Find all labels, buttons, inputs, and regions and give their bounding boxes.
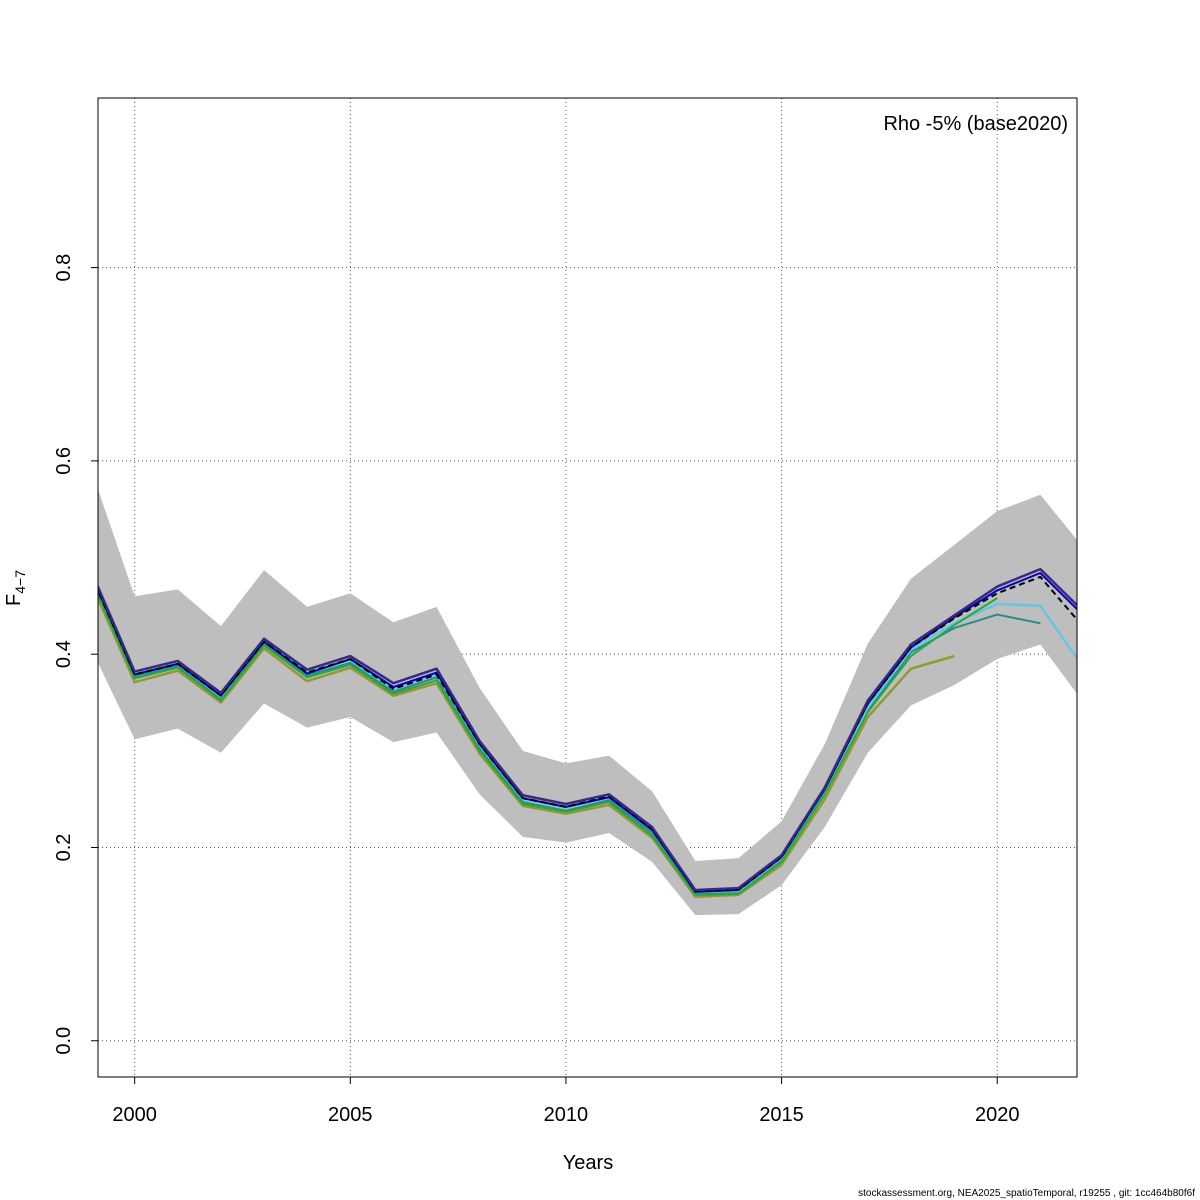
y-tick-label: 0.4 [53,640,75,668]
series-layer [98,567,1077,899]
x-tick-label: 2010 [544,1104,589,1126]
y-axis-title-main: F [3,594,25,606]
x-tick-label: 2015 [759,1104,804,1126]
y-axis: 0.0 0.2 0.4 0.6 0.8 [53,254,98,1055]
x-tick-label: 2005 [328,1104,373,1126]
y-tick-label: 0.2 [53,834,75,862]
y-axis-title: F4−7 [3,570,28,606]
series-line-4 [98,592,998,896]
footer-credit: stockassessment.org, NEA2025_spatioTempo… [858,1188,1195,1199]
y-tick-label: 0.6 [53,447,75,475]
y-tick-label: 0.8 [53,254,75,282]
series-line-6 [98,575,1077,892]
plot-frame [97,97,1078,1078]
x-axis: 2000 2005 2010 2015 2020 [112,1077,1019,1126]
x-axis-title: Years [563,1152,613,1174]
series-line-2 [98,595,955,899]
confidence-band-layer [98,489,1077,916]
y-axis-title-sub: 4−7 [12,570,28,594]
y-tick-label: 0.0 [53,1027,75,1055]
annotation-label: Rho -5% (base2020) [883,113,1068,135]
svg-text:F4−7: F4−7 [3,570,28,606]
series-line-7 [98,567,1077,892]
x-tick-label: 2020 [975,1104,1020,1126]
confidence-band [98,489,1077,916]
x-tick-label: 2000 [112,1104,157,1126]
